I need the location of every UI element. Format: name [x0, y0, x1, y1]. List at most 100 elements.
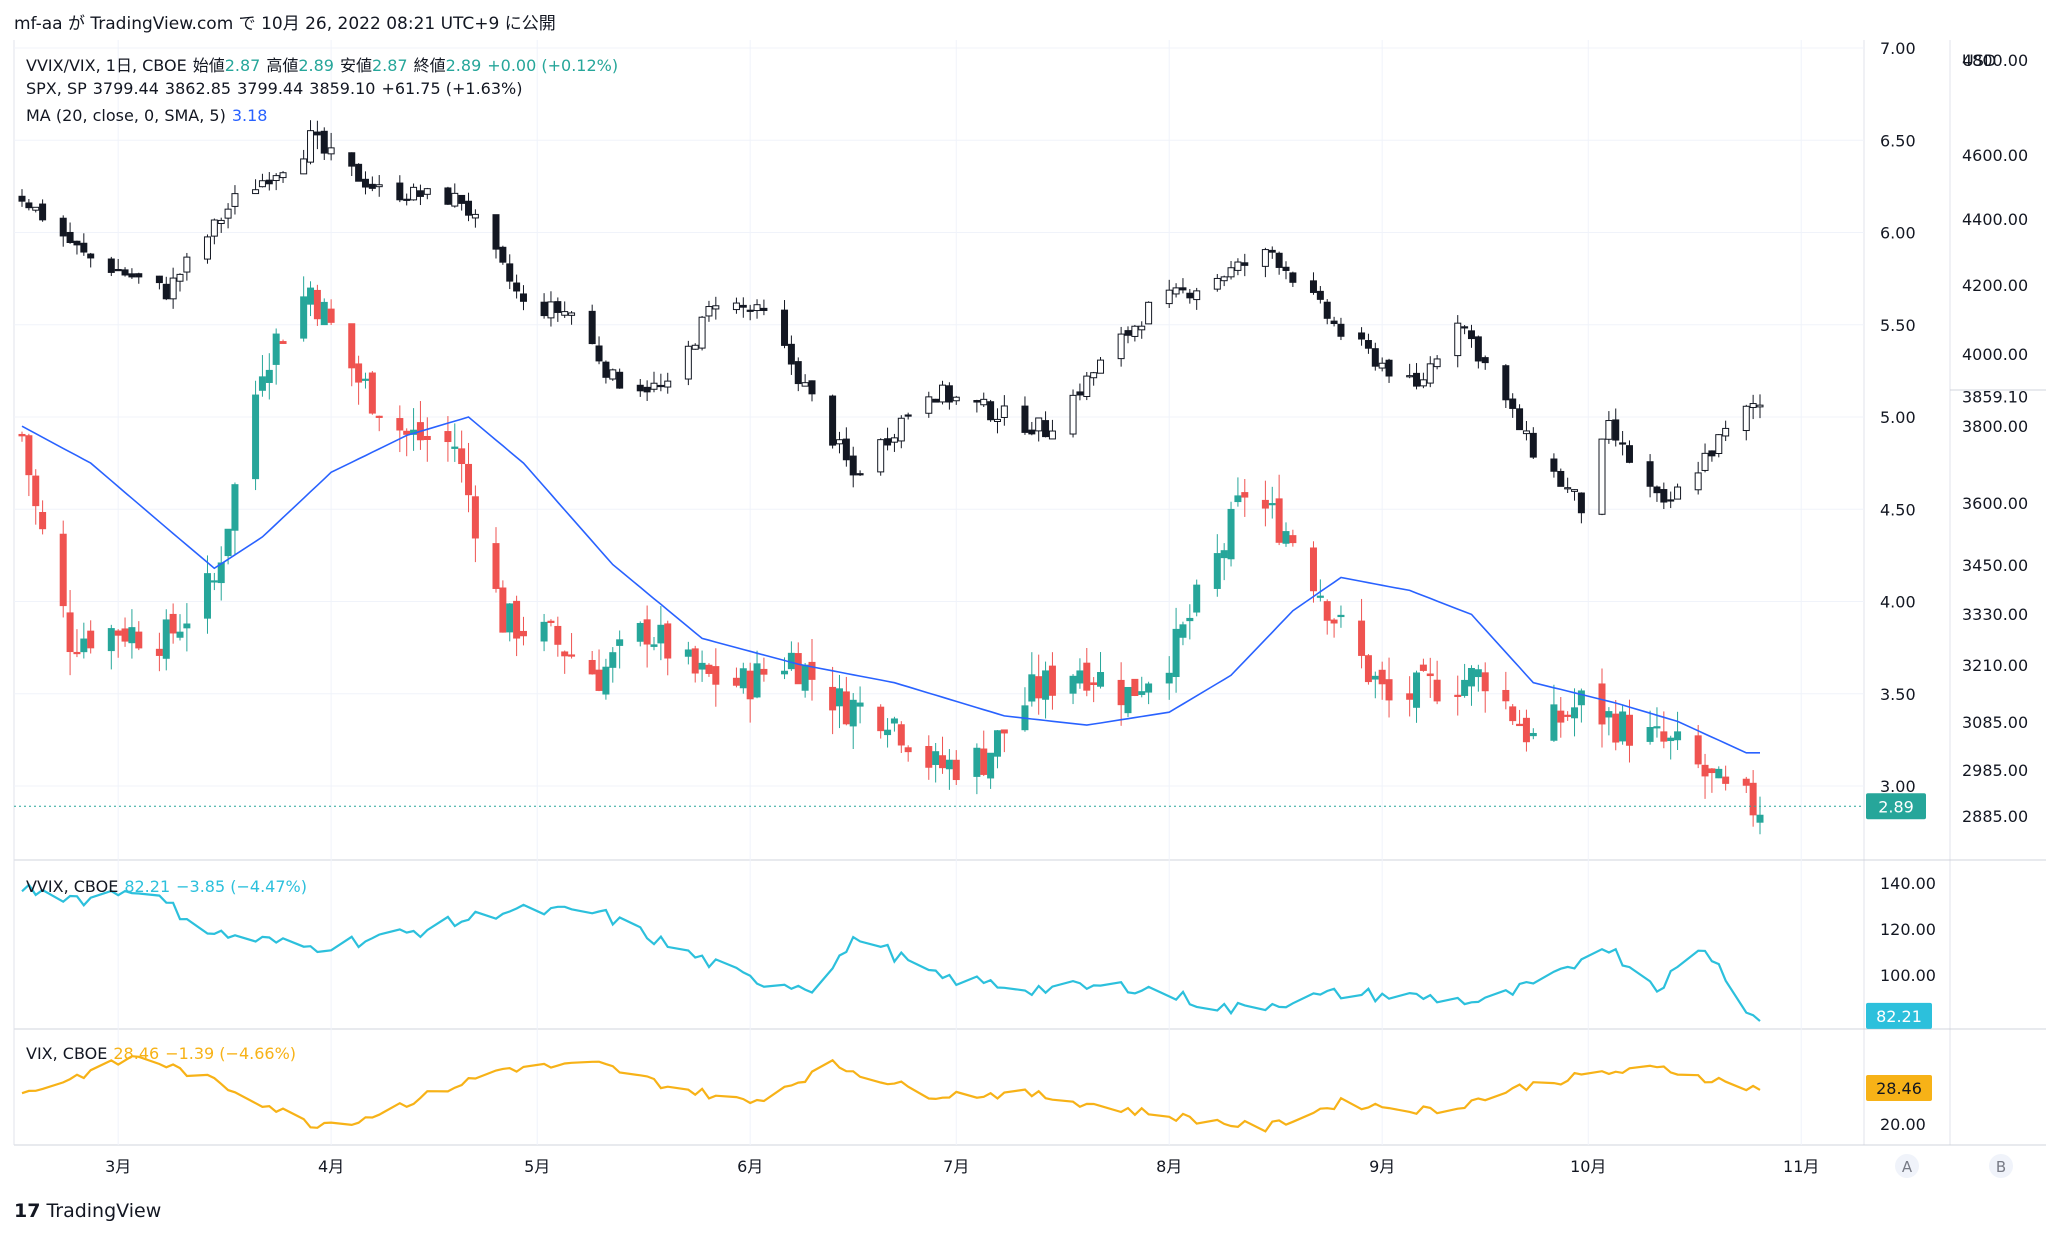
candle-body[interactable]	[1571, 489, 1579, 492]
candle-body[interactable]	[1605, 711, 1613, 718]
candle-body[interactable]	[1667, 737, 1675, 742]
candle-body[interactable]	[1467, 330, 1475, 340]
candle-body[interactable]	[932, 751, 940, 765]
candle-body[interactable]	[835, 439, 843, 445]
candle-body[interactable]	[355, 163, 363, 182]
candle-body[interactable]	[1722, 776, 1730, 784]
candle-body[interactable]	[1529, 432, 1537, 458]
candle-body[interactable]	[781, 670, 789, 675]
candle-body[interactable]	[1756, 814, 1764, 823]
candle-body[interactable]	[547, 620, 555, 623]
candle-body[interactable]	[657, 384, 665, 388]
candle-body[interactable]	[650, 382, 658, 390]
candle-body[interactable]	[588, 310, 596, 345]
candle-body[interactable]	[835, 688, 843, 707]
candle-body[interactable]	[1694, 735, 1702, 765]
candle-body[interactable]	[1289, 272, 1297, 283]
candle-body[interactable]	[1358, 620, 1366, 656]
candle-body[interactable]	[1509, 706, 1517, 722]
candle-body[interactable]	[712, 305, 720, 310]
candle-body[interactable]	[1385, 679, 1393, 701]
candle-body[interactable]	[32, 206, 40, 211]
candle-body[interactable]	[410, 186, 418, 201]
candle-body[interactable]	[939, 755, 947, 769]
candle-body[interactable]	[1557, 710, 1565, 723]
candle-body[interactable]	[1090, 682, 1098, 686]
candle-body[interactable]	[444, 187, 452, 205]
candle-body[interactable]	[1083, 375, 1091, 398]
candle-body[interactable]	[1097, 672, 1105, 687]
candle-body[interactable]	[1337, 323, 1345, 337]
candle-body[interactable]	[884, 438, 892, 446]
candle-body[interactable]	[1522, 430, 1530, 435]
candle-body[interactable]	[32, 475, 40, 507]
candle-body[interactable]	[739, 668, 747, 689]
candle-body[interactable]	[1186, 617, 1194, 622]
candle-body[interactable]	[897, 724, 905, 746]
candle-body[interactable]	[135, 273, 143, 278]
candle-body[interactable]	[1364, 340, 1372, 349]
candle-body[interactable]	[272, 175, 280, 182]
candle-body[interactable]	[684, 649, 692, 657]
candle-body[interactable]	[952, 396, 960, 402]
candle-body[interactable]	[1097, 359, 1105, 374]
candle-body[interactable]	[657, 624, 665, 644]
candle-body[interactable]	[616, 639, 624, 646]
candle-body[interactable]	[1165, 672, 1173, 684]
candle-body[interactable]	[416, 190, 424, 197]
candle-body[interactable]	[66, 612, 74, 653]
candle-body[interactable]	[183, 623, 191, 629]
candle-body[interactable]	[1619, 442, 1627, 445]
candle-body[interactable]	[1371, 348, 1379, 367]
candle-body[interactable]	[183, 256, 191, 273]
candle-body[interactable]	[1433, 679, 1441, 702]
candle-body[interactable]	[987, 401, 995, 421]
candle-body[interactable]	[265, 179, 273, 185]
candle-body[interactable]	[945, 759, 953, 770]
candle-body[interactable]	[1756, 404, 1764, 408]
candle-body[interactable]	[1165, 289, 1173, 305]
candle-body[interactable]	[59, 217, 67, 237]
candle-body[interactable]	[540, 621, 548, 642]
candle-body[interactable]	[39, 511, 47, 530]
candle-body[interactable]	[842, 691, 850, 725]
candle-body[interactable]	[1522, 717, 1530, 743]
candle-body[interactable]	[1564, 714, 1572, 717]
candle-body[interactable]	[18, 195, 26, 202]
candle-body[interactable]	[890, 718, 898, 724]
candle-body[interactable]	[746, 670, 754, 700]
candle-body[interactable]	[1564, 487, 1572, 490]
candle-body[interactable]	[279, 341, 287, 344]
candle-body[interactable]	[396, 418, 404, 431]
candle-body[interactable]	[1172, 628, 1180, 678]
candle-body[interactable]	[1612, 419, 1620, 441]
candle-body[interactable]	[121, 269, 129, 276]
candle-body[interactable]	[1028, 674, 1036, 702]
candle-body[interactable]	[698, 316, 706, 349]
candle-body[interactable]	[513, 600, 521, 639]
candle-body[interactable]	[114, 268, 122, 272]
candle-body[interactable]	[787, 652, 795, 670]
candle-body[interactable]	[1749, 782, 1757, 816]
candle-body[interactable]	[210, 580, 218, 583]
candle-body[interactable]	[73, 651, 81, 655]
candle-body[interactable]	[403, 198, 411, 201]
candle-body[interactable]	[465, 200, 473, 216]
candle-body[interactable]	[1309, 547, 1317, 592]
candle-body[interactable]	[1509, 398, 1517, 409]
candle-body[interactable]	[375, 184, 383, 188]
candle-body[interactable]	[203, 236, 211, 260]
candle-body[interactable]	[348, 323, 356, 369]
candle-body[interactable]	[231, 193, 239, 207]
candle-body[interactable]	[801, 382, 809, 387]
candle-body[interactable]	[423, 188, 431, 195]
candle-body[interactable]	[746, 309, 754, 312]
candle-body[interactable]	[1330, 320, 1338, 324]
candle-body[interactable]	[945, 385, 953, 403]
candle-body[interactable]	[808, 661, 816, 680]
candle-body[interactable]	[554, 301, 562, 313]
candle-body[interactable]	[1069, 675, 1077, 694]
candle-body[interactable]	[25, 202, 33, 209]
candle-body[interactable]	[1467, 667, 1475, 687]
candle-body[interactable]	[705, 664, 713, 674]
